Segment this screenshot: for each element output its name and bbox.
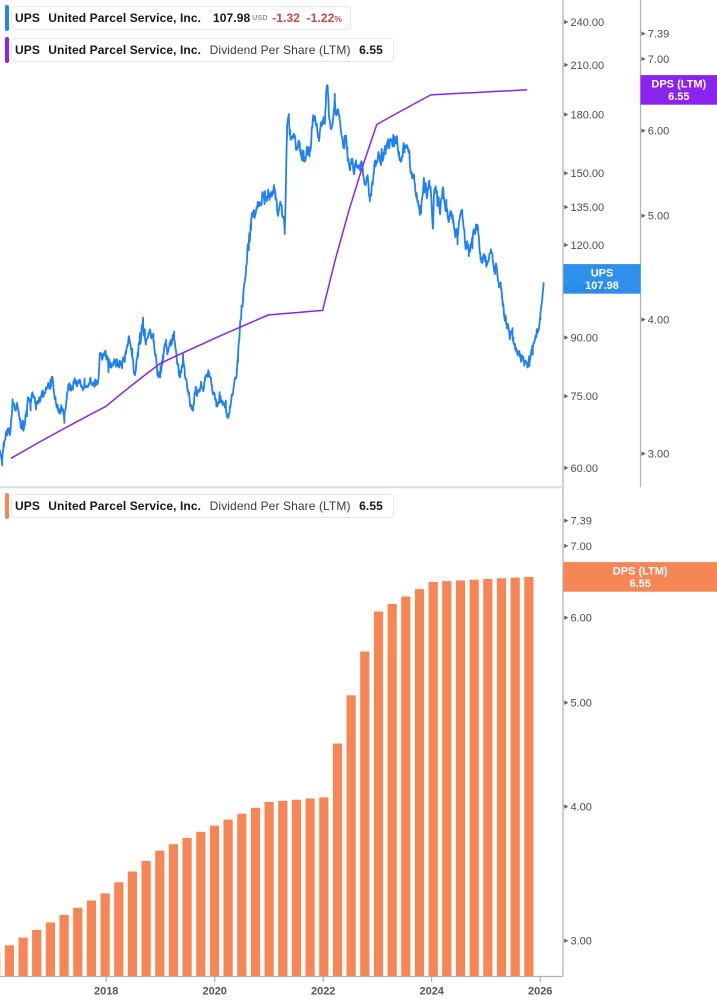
svg-text:150.00: 150.00 [571,168,605,180]
svg-text:DPS (LTM): DPS (LTM) [651,78,706,90]
svg-text:90.00: 90.00 [571,332,599,344]
svg-text:2022: 2022 [311,986,335,998]
svg-text:2024: 2024 [419,986,444,998]
svg-text:2026: 2026 [528,986,552,998]
svg-text:5.00: 5.00 [571,698,592,710]
svg-text:3.00: 3.00 [571,936,592,948]
svg-text:240.00: 240.00 [571,17,605,29]
svg-text:5.00: 5.00 [648,211,669,223]
svg-text:4.00: 4.00 [648,315,669,327]
svg-text:6.55: 6.55 [629,578,650,590]
svg-text:107.98: 107.98 [585,280,619,292]
svg-text:210.00: 210.00 [571,60,605,72]
svg-text:7.39: 7.39 [571,516,592,528]
svg-text:120.00: 120.00 [571,240,605,252]
svg-text:6.00: 6.00 [648,126,669,138]
svg-text:2018: 2018 [94,986,118,998]
svg-text:7.00: 7.00 [648,54,669,66]
svg-text:2020: 2020 [202,986,226,998]
svg-text:3.00: 3.00 [648,449,669,461]
svg-text:60.00: 60.00 [571,463,599,475]
svg-text:75.00: 75.00 [571,391,599,403]
svg-text:DPS (LTM): DPS (LTM) [613,565,668,577]
svg-text:7.00: 7.00 [571,541,592,553]
svg-text:6.55: 6.55 [668,91,689,103]
svg-text:135.00: 135.00 [571,202,605,214]
svg-text:4.00: 4.00 [571,802,592,814]
svg-text:7.39: 7.39 [648,29,669,41]
svg-text:6.00: 6.00 [571,613,592,625]
svg-text:180.00: 180.00 [571,109,605,121]
svg-text:UPS: UPS [591,267,614,279]
